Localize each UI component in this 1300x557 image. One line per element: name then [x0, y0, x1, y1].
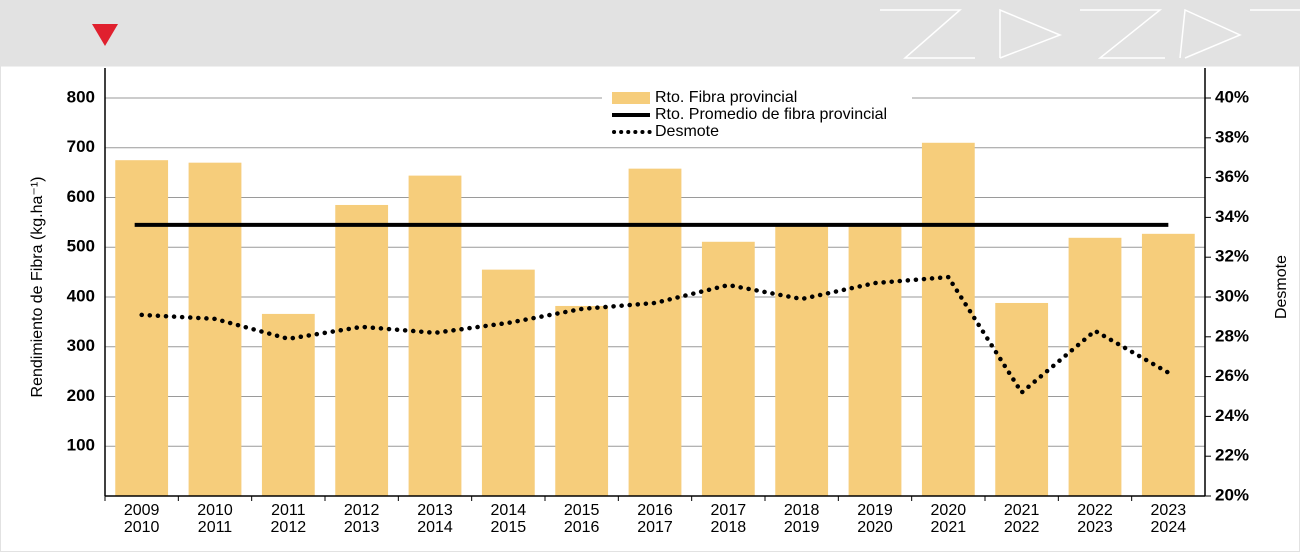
x-tick-label: 2019 — [857, 502, 893, 519]
y2-tick-label: 32% — [1215, 247, 1249, 266]
y2-tick-label: 24% — [1215, 406, 1249, 425]
bar — [1142, 234, 1195, 496]
y2-tick-label: 26% — [1215, 366, 1249, 385]
x-tick-label: 2012 — [344, 502, 380, 519]
x-tick-label: 2017 — [711, 502, 747, 519]
bar — [775, 224, 828, 496]
x-tick-label: 2009 — [124, 502, 160, 519]
y2-tick-label: 20% — [1215, 485, 1249, 504]
y-tick-label: 100 — [67, 436, 95, 455]
bar — [115, 160, 168, 496]
y-tick-label: 700 — [67, 137, 95, 156]
bar — [189, 163, 242, 496]
bar — [702, 242, 755, 496]
y-tick-label: 600 — [67, 187, 95, 206]
legend-swatch — [612, 92, 650, 104]
x-tick-label: 2024 — [1151, 519, 1187, 536]
y2-axis-label: Desmote — [1273, 255, 1290, 319]
x-tick-label: 2011 — [198, 519, 233, 536]
x-tick-label: 2012 — [271, 519, 307, 536]
x-tick-label: 2015 — [564, 502, 600, 519]
x-tick-label: 2014 — [417, 519, 453, 536]
y2-tick-label: 22% — [1215, 446, 1249, 465]
bar — [849, 224, 902, 496]
x-tick-label: 2016 — [637, 502, 673, 519]
legend-label: Rto. Fibra provincial — [655, 89, 797, 106]
x-tick-label: 2020 — [931, 502, 967, 519]
y-tick-label: 200 — [67, 386, 95, 405]
x-tick-label: 2011 — [271, 502, 306, 519]
x-tick-label: 2022 — [1004, 519, 1040, 536]
legend-label: Rto. Promedio de fibra provincial — [655, 106, 887, 123]
x-tick-label: 2022 — [1077, 502, 1113, 519]
x-tick-label: 2014 — [491, 502, 527, 519]
page: {"chart_data": {"type": "bar_line", "yla… — [0, 0, 1300, 552]
x-tick-label: 2018 — [711, 519, 747, 536]
x-tick-label: 2023 — [1151, 502, 1187, 519]
x-tick-label: 2017 — [637, 519, 673, 536]
x-tick-label: 2010 — [124, 519, 160, 536]
x-tick-label: 2021 — [1004, 502, 1040, 519]
bar — [555, 306, 608, 496]
chart: 100 200 300 400 500 600 700 800 20% 22% 24% 26% 28% 3… — [0, 0, 1300, 552]
y2-tick-label: 30% — [1215, 286, 1249, 305]
x-tick-label: 2021 — [931, 519, 967, 536]
x-tick-label: 2016 — [564, 519, 600, 536]
x-tick-label: 2013 — [344, 519, 380, 536]
bar — [335, 205, 388, 496]
bar — [482, 270, 535, 496]
y-tick-label: 300 — [67, 336, 95, 355]
x-tick-label: 2020 — [857, 519, 893, 536]
bar — [629, 169, 682, 496]
bar — [262, 314, 315, 496]
bar — [1069, 238, 1122, 496]
y2-tick-label: 38% — [1215, 127, 1249, 146]
bar — [995, 303, 1048, 496]
y-tick-label: 400 — [67, 286, 95, 305]
x-tick-label: 2023 — [1077, 519, 1113, 536]
y-tick-label: 500 — [67, 237, 95, 256]
y-axis-label: Rendimiento de Fibra (kg.ha⁻¹) — [29, 177, 46, 398]
x-tick-label: 2018 — [784, 502, 820, 519]
y2-tick-label: 36% — [1215, 167, 1249, 186]
y2-tick-label: 34% — [1215, 207, 1249, 226]
x-tick-label: 2013 — [417, 502, 453, 519]
x-tick-label: 2015 — [491, 519, 527, 536]
y2-tick-label: 28% — [1215, 326, 1249, 345]
bar — [922, 143, 975, 496]
x-tick-label: 2010 — [197, 502, 233, 519]
legend-label: Desmote — [655, 123, 719, 140]
y2-tick-label: 40% — [1215, 87, 1249, 106]
y-tick-label: 800 — [67, 87, 95, 106]
x-tick-label: 2019 — [784, 519, 820, 536]
